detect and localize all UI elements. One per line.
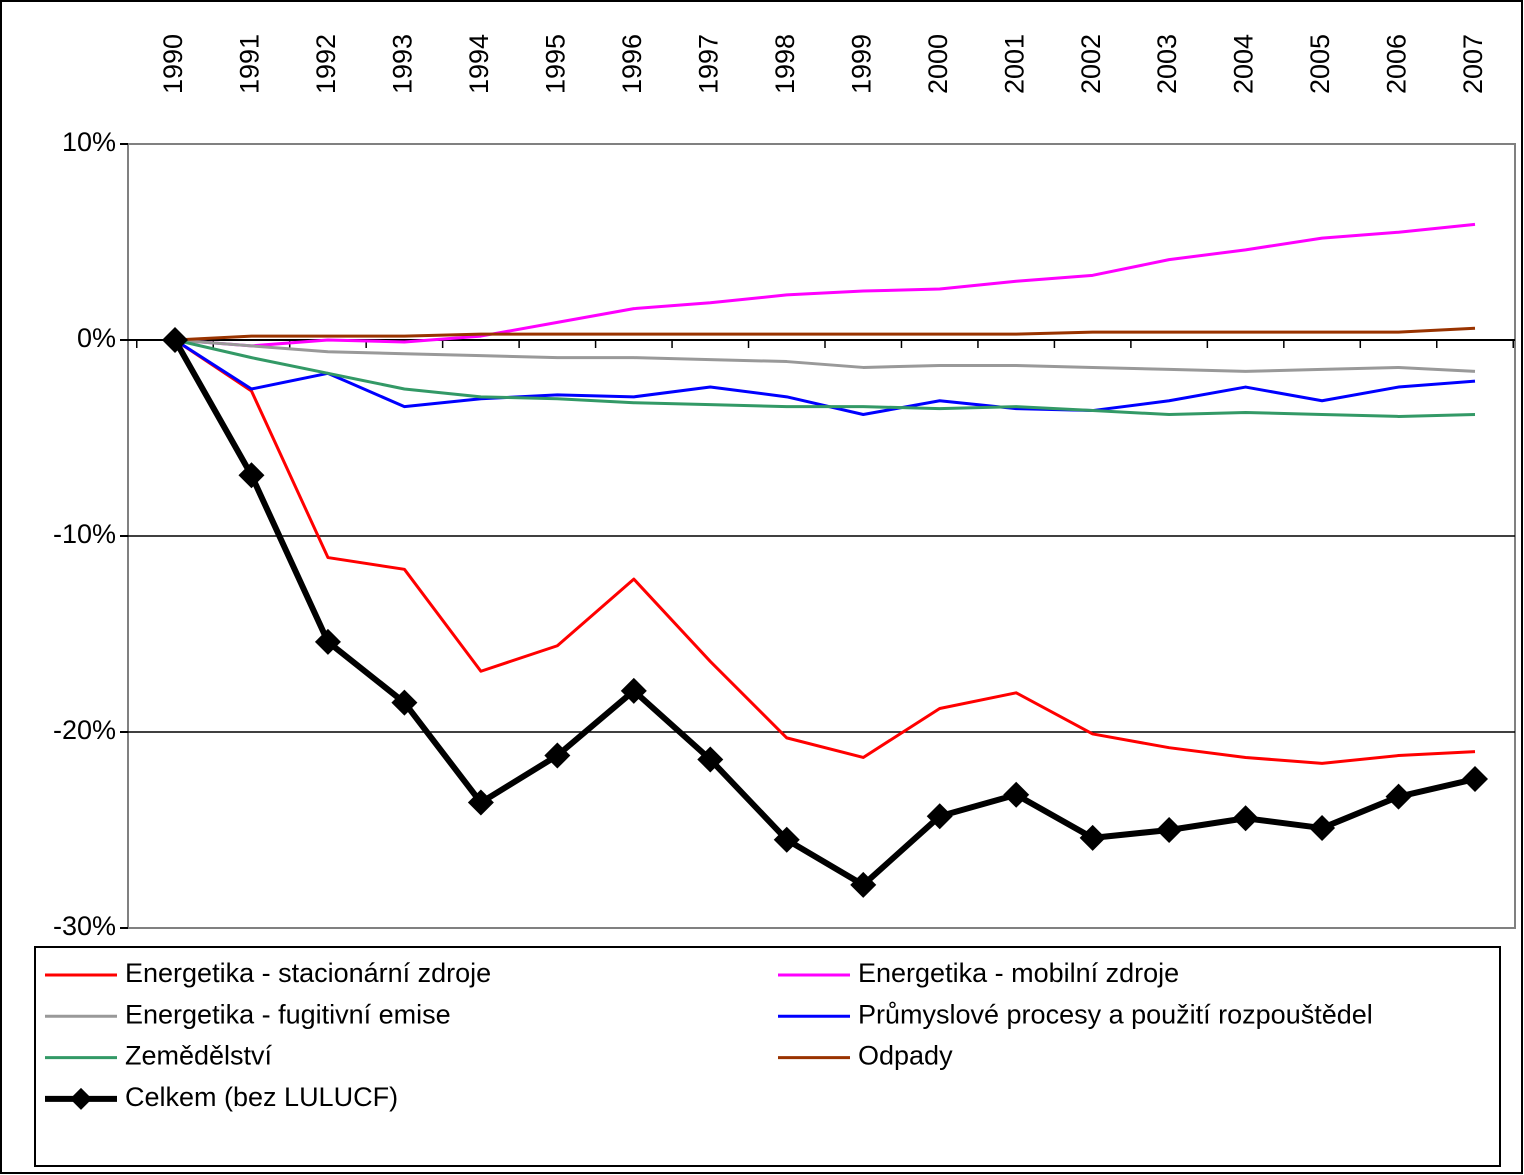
series-line — [174, 222, 1476, 348]
marker — [544, 742, 571, 769]
marker — [620, 677, 647, 704]
marker — [238, 462, 265, 489]
y-tick-label: 0% — [77, 323, 116, 353]
x-tick-label: 1993 — [388, 34, 418, 94]
marker — [697, 746, 724, 773]
marker — [1385, 783, 1412, 810]
x-tick-label: 1994 — [464, 34, 494, 94]
series-line — [174, 326, 1476, 342]
legend-label: Celkem (bez LULUCF) — [125, 1082, 398, 1112]
series-line — [174, 338, 1476, 418]
x-tick-label: 1995 — [540, 34, 570, 94]
marker — [391, 689, 418, 716]
x-tick-label: 2003 — [1152, 34, 1182, 94]
legend-label: Energetika - mobilní zdroje — [858, 958, 1179, 988]
x-tick-label: 1999 — [846, 34, 876, 94]
x-tick-label: 2002 — [1076, 34, 1106, 94]
marker — [1003, 781, 1030, 808]
marker — [926, 803, 953, 830]
marker — [1309, 815, 1336, 842]
marker — [314, 628, 341, 655]
legend-box — [34, 946, 1501, 1167]
x-tick-label: 1996 — [617, 34, 647, 94]
legend-label: Odpady — [858, 1041, 953, 1071]
marker — [773, 826, 800, 853]
y-tick-label: -10% — [53, 519, 116, 549]
y-tick-label: 10% — [62, 127, 116, 157]
x-tick-label: 2007 — [1458, 34, 1488, 94]
y-tick-label: -20% — [53, 715, 116, 745]
series-line — [172, 338, 1476, 888]
x-tick-label: 1998 — [770, 34, 800, 94]
x-tick-label: 2004 — [1229, 34, 1259, 94]
legend-marker — [70, 1087, 92, 1110]
legend-label: Zemědělství — [125, 1041, 273, 1071]
x-tick-label: 2000 — [923, 34, 953, 94]
x-tick-label: 2005 — [1305, 34, 1335, 94]
x-tick-label: 1990 — [158, 34, 188, 94]
series-line — [174, 338, 1476, 373]
marker — [1156, 817, 1183, 843]
x-tick-label: 2006 — [1382, 34, 1412, 94]
legend-label: Energetika - stacionární zdroje — [125, 958, 491, 988]
x-tick-label: 1992 — [311, 34, 341, 94]
x-tick-label: 1997 — [693, 34, 723, 94]
marker — [850, 871, 877, 898]
y-tick-label: -30% — [53, 911, 116, 941]
legend-label: Průmyslové procesy a použití rozpouštěde… — [858, 999, 1373, 1029]
legend-label: Energetika - fugitivní emise — [125, 999, 451, 1029]
marker — [162, 327, 188, 353]
x-tick-label: 1991 — [235, 34, 265, 94]
marker — [1232, 805, 1259, 832]
x-tick-label: 2001 — [999, 34, 1029, 94]
marker — [1462, 766, 1488, 793]
marker — [1079, 824, 1106, 851]
series-line — [174, 338, 1476, 765]
marker — [467, 789, 494, 816]
